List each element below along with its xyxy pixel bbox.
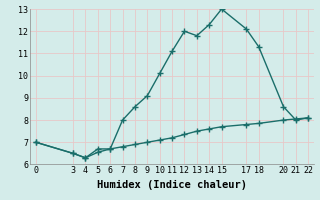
X-axis label: Humidex (Indice chaleur): Humidex (Indice chaleur) [97,180,247,190]
